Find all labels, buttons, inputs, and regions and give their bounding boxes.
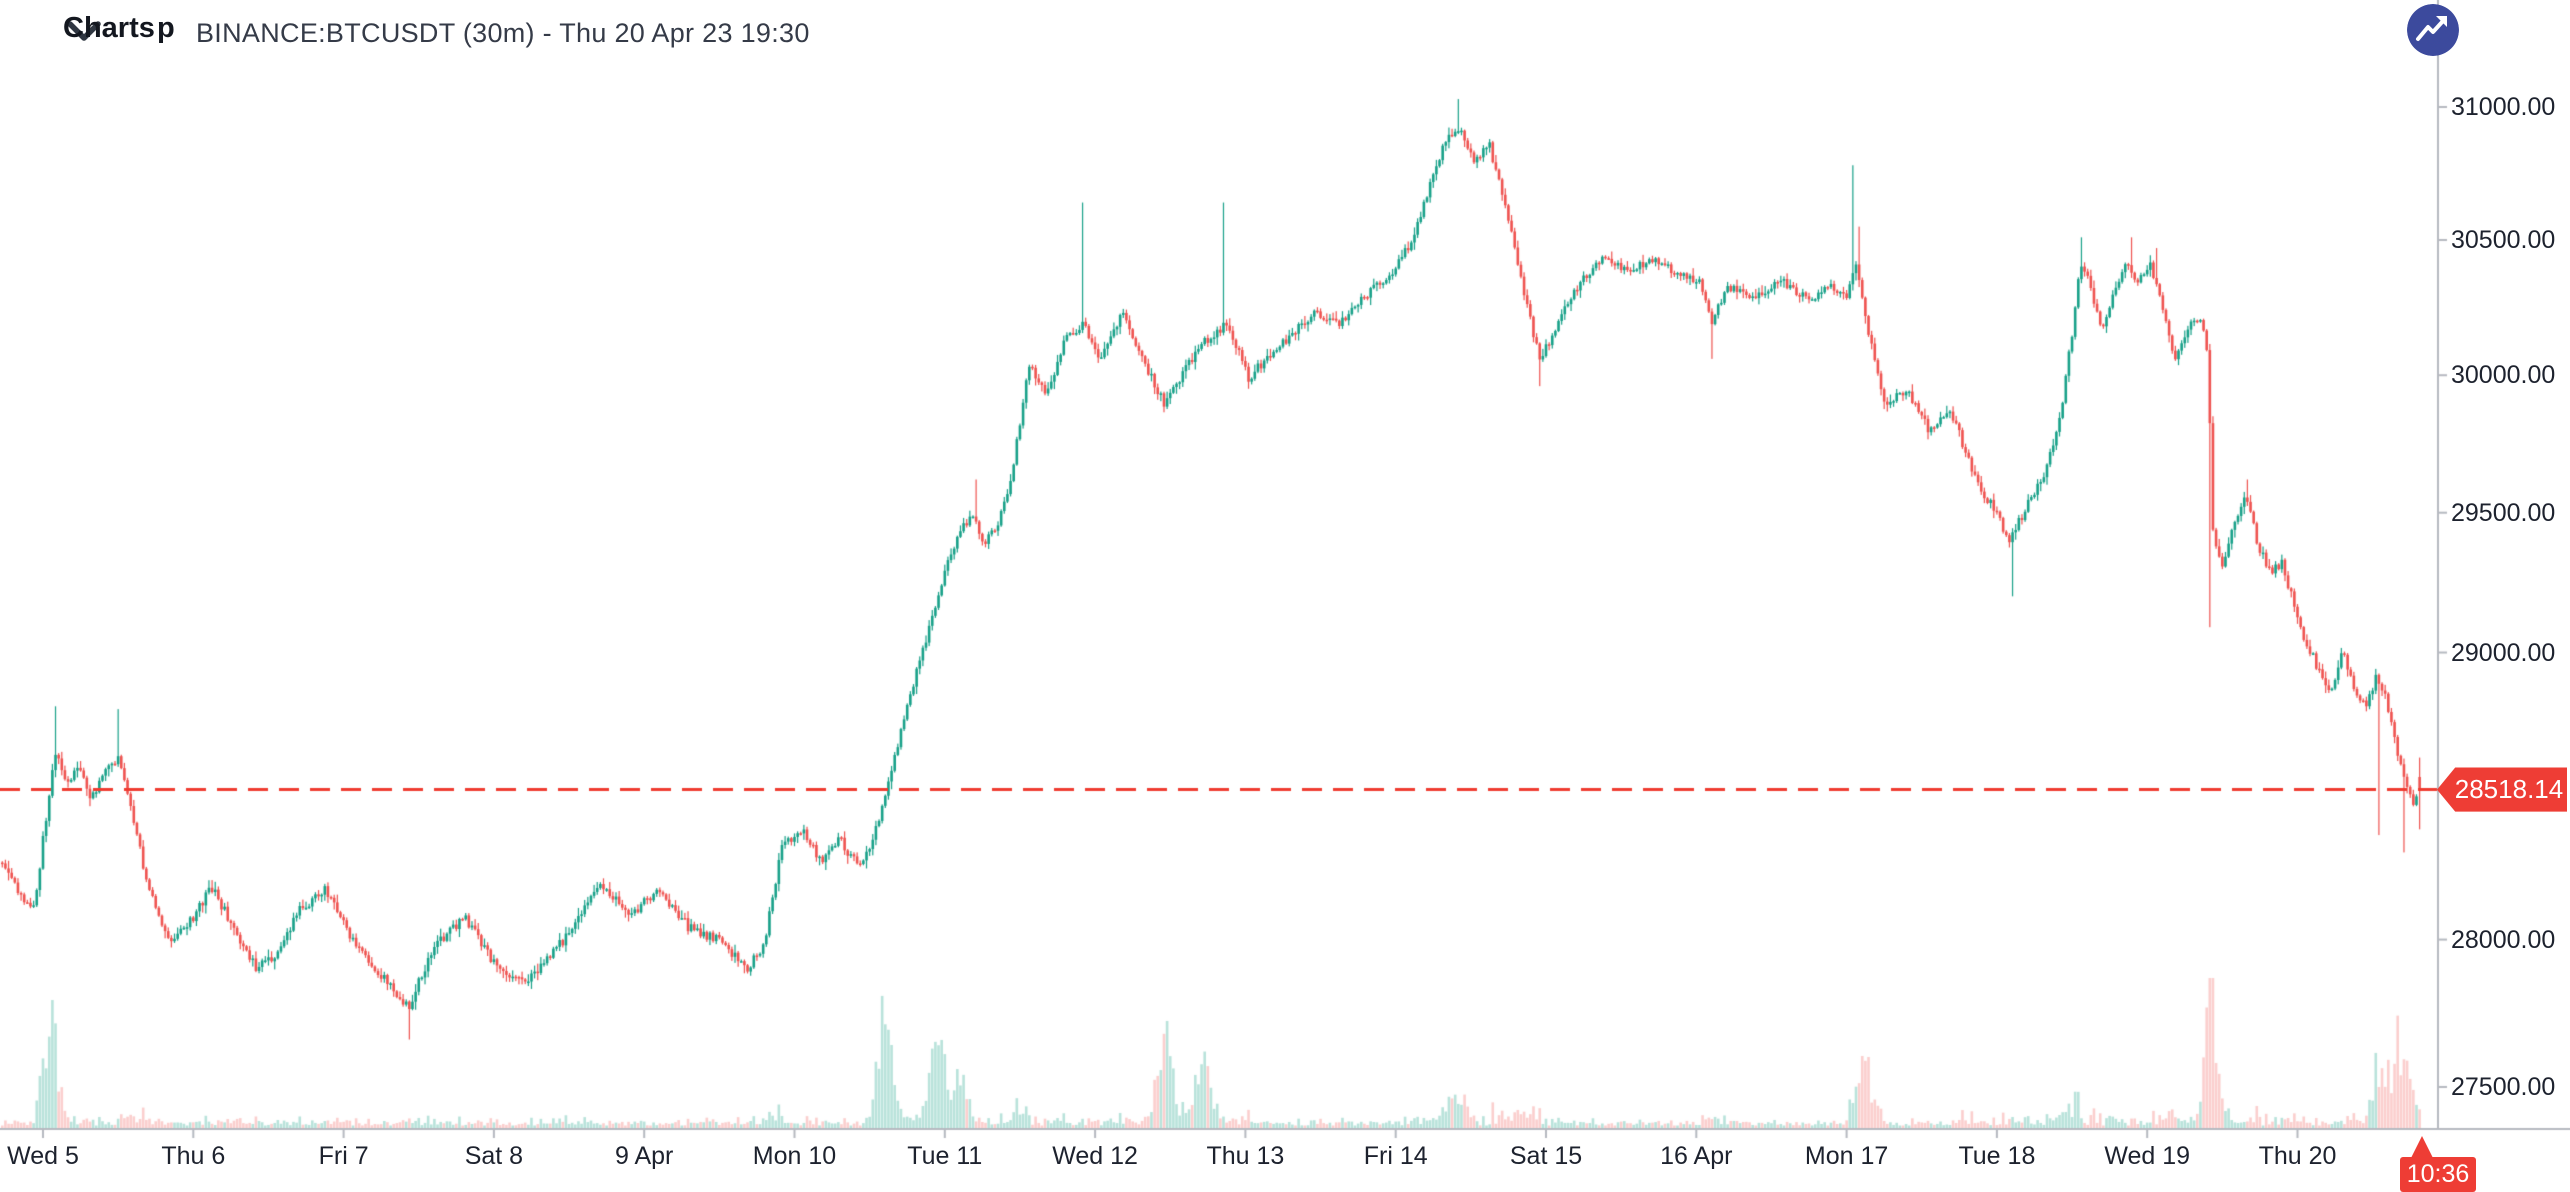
time-tick-label: Tue 11 — [907, 1142, 983, 1170]
bar-countdown-tag: 10:36 — [2400, 1157, 2476, 1192]
time-tick-label: Thu 20 — [2258, 1142, 2337, 1170]
time-tick-label: 9 Apr — [615, 1142, 674, 1170]
price-axis[interactable]: 31000.00 30500.00 30000.00 29500.00 29000.00… — [2437, 0, 2570, 1128]
time-tick-label: Wed 12 — [1052, 1142, 1138, 1170]
symbol-title: BINANCE:BTCUSDT (30m) - Thu 20 Apr 23 19… — [196, 18, 810, 48]
price-tick-label: 31000.00 — [2451, 93, 2556, 121]
time-tick-label: Wed 19 — [2104, 1142, 2191, 1170]
time-tick-label: Mon 10 — [752, 1142, 837, 1170]
chevron-down-icon[interactable] — [64, 18, 104, 48]
time-tick-label: Tue 18 — [1958, 1142, 2036, 1170]
countdown-value: 10:36 — [2406, 1160, 2470, 1188]
time-tick-label: Fri 7 — [318, 1142, 369, 1170]
price-tick-label: 29000.00 — [2451, 638, 2556, 667]
price-tick-label: 27500.00 — [2451, 1072, 2556, 1101]
price-tick-label: 29500.00 — [2451, 498, 2556, 527]
price-tick-label: 28000.00 — [2451, 925, 2556, 954]
last-price-tag: 28518.14 — [2437, 767, 2567, 812]
time-tick-label: Fri 14 — [1363, 1142, 1428, 1170]
last-price-value: 28518.14 — [2454, 774, 2564, 805]
time-tick-label: Sat 8 — [464, 1142, 524, 1170]
time-tick-label: Thu 6 — [161, 1142, 226, 1170]
charts-logo-text[interactable]: Charts — [63, 12, 155, 44]
trend-line-arrow-icon — [2407, 4, 2459, 56]
time-tick-label: 16 Apr — [1660, 1142, 1733, 1170]
time-tick-label: Wed 5 — [7, 1142, 79, 1170]
countdown-arrow-icon — [2411, 1136, 2433, 1158]
time-tick-label: Sat 15 — [1509, 1142, 1583, 1170]
time-tick-label: Thu 13 — [1206, 1142, 1285, 1170]
price-tick-label: 30000.00 — [2451, 361, 2556, 390]
time-tick-label: Mon 17 — [1804, 1142, 1889, 1170]
price-tick-label: 30500.00 — [2451, 226, 2556, 254]
charts-logo-partial-text: p — [157, 12, 175, 44]
time-axis[interactable]: Wed 5 Thu 6 Fri 7 Sat 8 9 Apr Mon 10 Tue 11 Wed… — [0, 1128, 2570, 1192]
